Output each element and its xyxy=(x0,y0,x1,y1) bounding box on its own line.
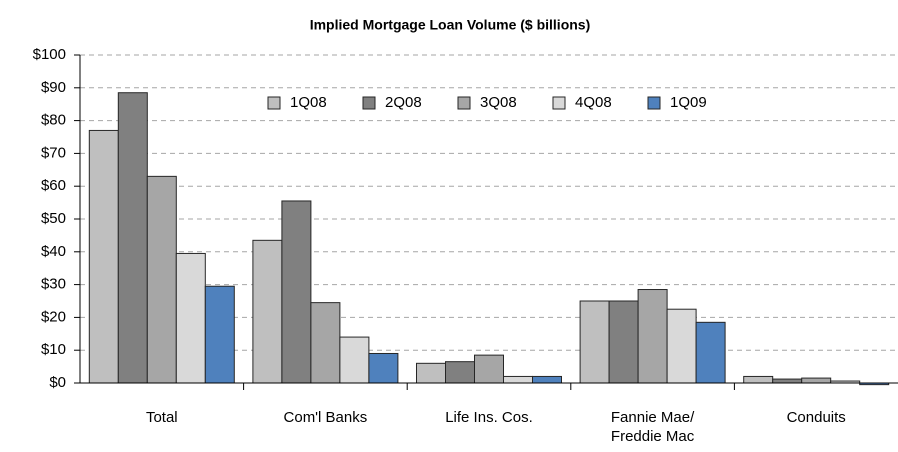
legend-label: 2Q08 xyxy=(385,94,422,111)
chart-title: Implied Mortgage Loan Volume ($ billions… xyxy=(310,17,591,33)
bar xyxy=(146,175,177,384)
y-tick-label: $20 xyxy=(41,308,66,325)
legend-label: 3Q08 xyxy=(480,94,517,111)
bar xyxy=(445,361,475,384)
legend-swatch xyxy=(362,96,376,110)
legend-label: 1Q09 xyxy=(670,94,707,111)
bar xyxy=(695,321,726,384)
bar xyxy=(175,252,206,384)
y-tick-label: $60 xyxy=(41,177,66,194)
legend-label: 4Q08 xyxy=(575,94,612,111)
x-tick-label: Total xyxy=(145,409,178,426)
legend-swatch xyxy=(552,96,566,110)
y-tick-label: $50 xyxy=(41,210,66,227)
bar xyxy=(117,92,148,384)
bar xyxy=(252,239,283,384)
bar xyxy=(310,302,341,384)
bar xyxy=(608,300,639,384)
bar xyxy=(743,375,774,384)
bar xyxy=(503,375,533,384)
legend-swatch xyxy=(267,96,281,110)
bar xyxy=(88,129,119,384)
x-tick-label: Conduits xyxy=(786,409,846,426)
bar xyxy=(416,362,446,384)
y-tick-label: $90 xyxy=(41,79,66,96)
y-tick-label: $10 xyxy=(41,341,66,358)
bar xyxy=(801,377,832,384)
legend-swatch xyxy=(457,96,471,110)
y-tick-label: $70 xyxy=(41,144,66,161)
bar xyxy=(637,289,668,384)
bar xyxy=(368,352,399,384)
bar xyxy=(281,200,312,384)
y-tick-label: $40 xyxy=(41,243,66,260)
y-tick-label: $80 xyxy=(41,112,66,129)
y-tick-label: $100 xyxy=(33,46,66,63)
bar xyxy=(474,354,504,384)
legend-label: 1Q08 xyxy=(290,94,327,111)
x-tick-label: Life Ins. Cos. xyxy=(445,409,533,426)
bar xyxy=(579,300,610,384)
x-tick-label: Com'l Banks xyxy=(283,409,368,426)
bar xyxy=(532,375,562,384)
y-tick-label: $30 xyxy=(41,276,66,293)
y-tick-label: $0 xyxy=(49,374,66,391)
bar xyxy=(666,308,697,384)
x-tick-label: Fannie Mae/ Freddie Mac xyxy=(610,409,695,445)
bar xyxy=(204,285,235,384)
bar xyxy=(339,336,370,384)
bar xyxy=(772,378,803,384)
legend-swatch xyxy=(647,96,661,110)
